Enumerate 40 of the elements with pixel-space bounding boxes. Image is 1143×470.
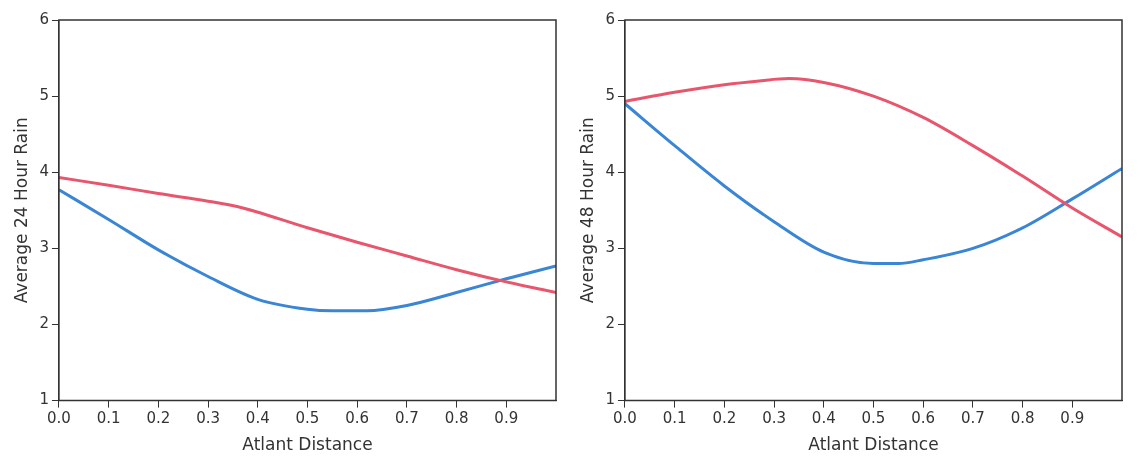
y-axis-title: Average 24 Hour Rain — [10, 117, 31, 304]
x-tick-label: 0.2 — [712, 409, 737, 428]
y-tick-label: 6 — [39, 9, 49, 28]
x-tick-label: 0.1 — [662, 409, 687, 428]
x-tick-label: 0.6 — [345, 409, 370, 428]
x-tick-label: 0.5 — [861, 409, 886, 428]
x-tick-label: 0.3 — [196, 409, 220, 428]
x-tick-label: 0.0 — [47, 409, 71, 428]
line-series — [624, 102, 1122, 266]
x-tick-label: 0.1 — [96, 409, 121, 428]
x-tick-label: 0.4 — [245, 409, 270, 428]
x-tick-label: 0.9 — [1060, 409, 1085, 428]
y-tick-label: 2 — [39, 314, 49, 333]
y-tick-label: 1 — [39, 390, 49, 409]
y-tick-label: 1 — [605, 390, 615, 409]
x-tick-label: 0.7 — [960, 409, 985, 428]
y-tick-label: 4 — [605, 162, 615, 181]
x-tick-label: 0.9 — [494, 409, 519, 428]
y-tick-label: 6 — [605, 9, 615, 28]
x-tick-label: 0.6 — [911, 409, 936, 428]
y-tick-label: 5 — [39, 86, 49, 105]
y-tick-label: 2 — [605, 314, 615, 333]
y-tick-label: 4 — [39, 162, 49, 181]
y-axis-title: Average 48 Hour Rain — [576, 117, 597, 304]
x-tick-label: 0.0 — [613, 409, 637, 428]
x-tick-label: 0.5 — [295, 409, 320, 428]
x-tick-label: 0.2 — [146, 409, 171, 428]
y-tick-label: 3 — [39, 238, 49, 257]
line-series — [624, 77, 1122, 239]
line-series — [58, 176, 556, 295]
x-tick-label: 0.3 — [762, 409, 786, 428]
x-axis-title: Atlant Distance — [808, 434, 939, 455]
x-tick-label: 0.8 — [1010, 409, 1035, 428]
x-axis-title: Atlant Distance — [242, 434, 373, 455]
y-tick-label: 5 — [605, 86, 615, 105]
x-tick-label: 0.8 — [444, 409, 469, 428]
line-series — [58, 188, 556, 313]
x-tick-label: 0.4 — [811, 409, 836, 428]
x-tick-label: 0.7 — [394, 409, 419, 428]
y-tick-label: 3 — [605, 238, 615, 257]
